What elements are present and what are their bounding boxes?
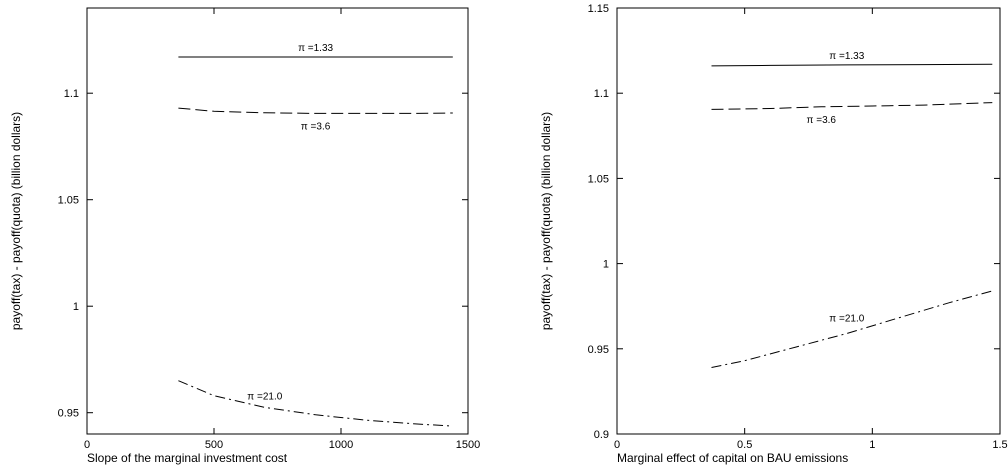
y-tick-label: 0.95 <box>588 344 609 356</box>
x-tick-label: 1500 <box>456 439 480 451</box>
series-annotation: π =1.33 <box>298 43 333 54</box>
series-line-dashdot <box>178 380 453 427</box>
x-axis-label: Slope of the marginal investment cost <box>87 451 288 465</box>
plot-frame <box>616 7 1001 435</box>
x-tick-label: 0 <box>614 439 620 451</box>
series-line-dashed <box>178 107 453 114</box>
series-annotation: π =21.0 <box>247 391 282 402</box>
x-tick-label: 1.5 <box>992 439 1007 451</box>
series-annotation: π =21.0 <box>829 313 864 324</box>
x-tick-label: 1 <box>869 439 875 451</box>
y-axis-label: payoff(tax) - payoff(quota) (billion dol… <box>539 112 553 330</box>
y-tick-label: 1.15 <box>588 3 609 15</box>
series-line-dashdot <box>711 290 993 368</box>
series-line-solid <box>711 63 993 67</box>
x-tick-label: 0.5 <box>737 439 752 451</box>
x-tick-label: 1000 <box>329 439 353 451</box>
y-tick-label: 0.9 <box>594 429 609 441</box>
series-annotation: π =3.6 <box>301 121 331 132</box>
x-axis-label: Marginal effect of capital on BAU emissi… <box>617 451 848 465</box>
x-tick-label: 500 <box>205 439 223 451</box>
y-tick-label: 1 <box>73 301 79 313</box>
y-tick-label: 0.95 <box>58 408 79 420</box>
y-tick-label: 1.1 <box>64 88 79 100</box>
x-tick-label: 0 <box>84 439 90 451</box>
plot-frame <box>86 7 469 435</box>
series-line-dashed <box>711 102 993 110</box>
y-tick-label: 1 <box>603 259 609 271</box>
y-axis-label: payoff(tax) - payoff(quota) (billion dol… <box>9 112 23 330</box>
series-annotation: π =3.6 <box>807 115 837 126</box>
chart-2: 0 0.5 1 1.5 0.9 0.95 1 1.05 1.1 1.15 Marginal effe… <box>539 3 1008 465</box>
y-tick-label: 1.1 <box>594 88 609 100</box>
y-tick-label: 1.05 <box>58 195 79 207</box>
series-annotation: π =1.33 <box>829 51 864 62</box>
chart-1: 0 500 1000 1500 0.95 1 1.05 1.1 Slope of the mar… <box>9 7 480 465</box>
y-tick-label: 1.05 <box>588 173 609 185</box>
